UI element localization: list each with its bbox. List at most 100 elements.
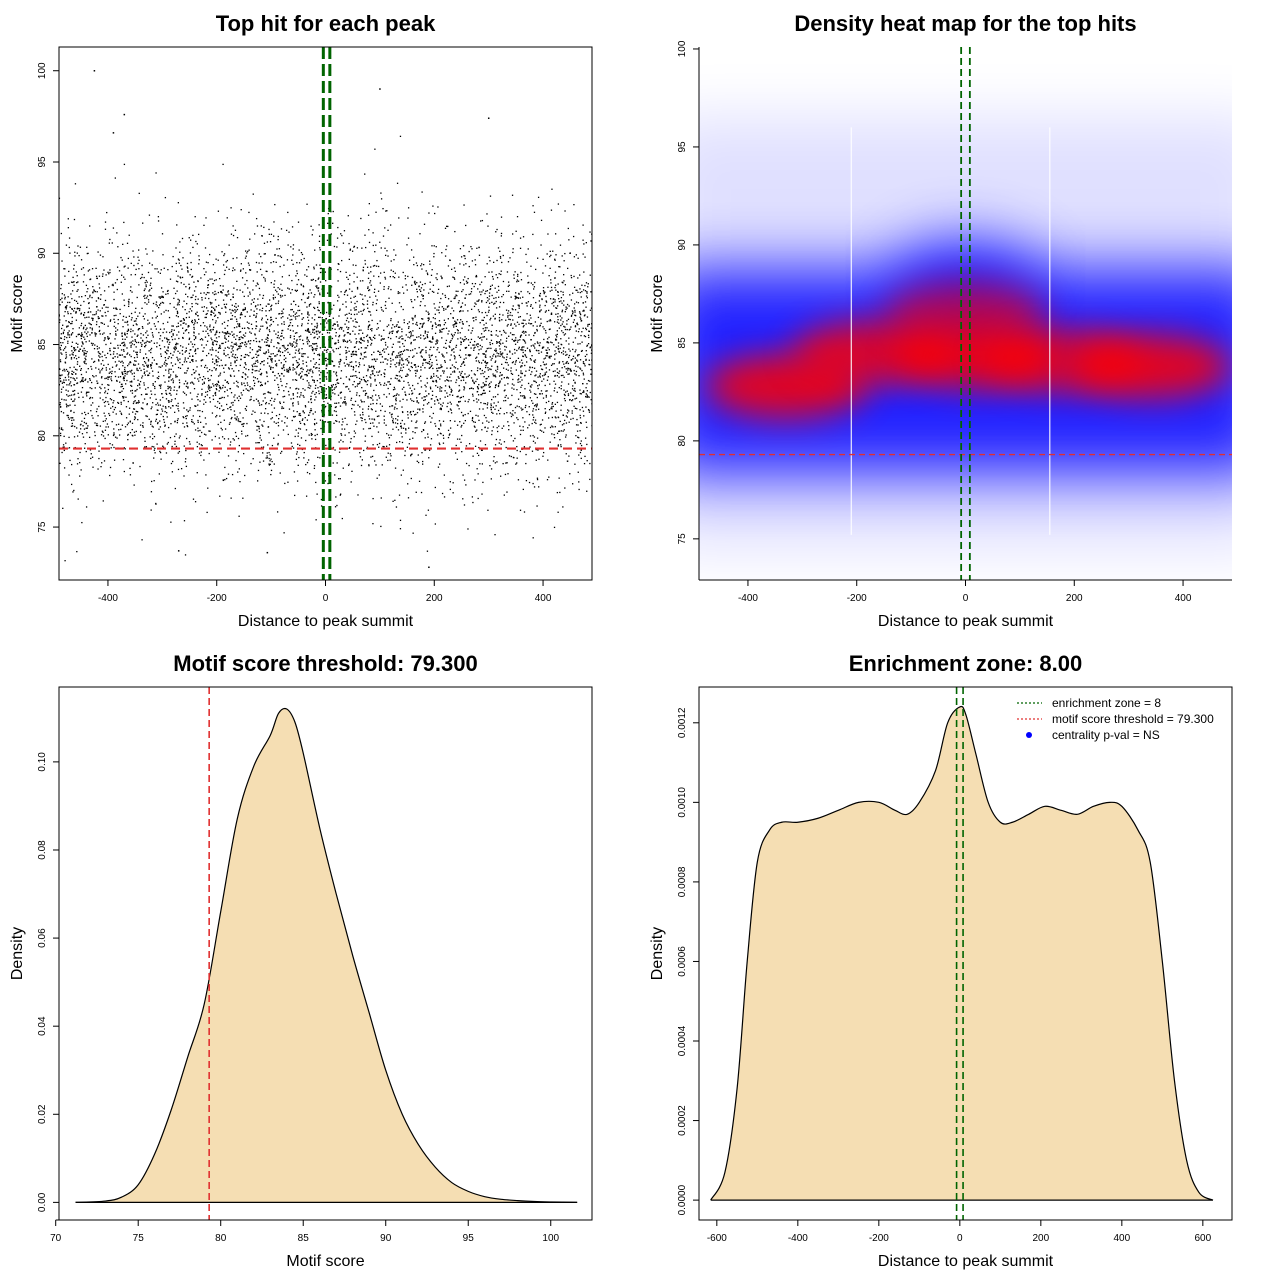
scatter-point	[428, 356, 431, 358]
scatter-point	[452, 371, 454, 373]
scatter-point	[252, 365, 254, 368]
scatter-point	[519, 315, 522, 318]
scatter-point	[507, 312, 509, 314]
scatter-point	[540, 423, 542, 425]
scatter-point	[467, 310, 469, 312]
scatter-point	[182, 327, 184, 329]
scatter-point	[439, 443, 441, 446]
scatter-point	[217, 400, 219, 403]
scatter-point	[150, 282, 152, 284]
scatter-point	[105, 369, 108, 371]
scatter-point	[273, 286, 275, 288]
scatter-point	[195, 370, 197, 372]
scatter-point	[416, 352, 418, 354]
scatter-point	[159, 387, 162, 389]
scatter-point	[259, 368, 262, 370]
scatter-point	[349, 390, 351, 393]
scatter-point	[306, 370, 308, 373]
scatter-point	[425, 351, 427, 354]
scatter-point	[236, 349, 238, 351]
scatter-point	[358, 366, 360, 368]
scatter-point	[81, 345, 83, 347]
scatter-point	[417, 402, 420, 404]
scatter-point	[578, 481, 580, 483]
scatter-point	[278, 413, 281, 416]
scatter-point	[565, 422, 568, 424]
scatter-point	[267, 426, 270, 428]
scatter-point	[395, 397, 397, 399]
scatter-point	[69, 366, 71, 369]
scatter-point	[585, 282, 588, 284]
scatter-point	[458, 354, 461, 357]
scatter-point	[177, 258, 180, 260]
scatter-point	[266, 327, 268, 330]
scatter-point	[386, 250, 388, 252]
scatter-point	[585, 328, 588, 331]
scatter-point	[175, 280, 178, 282]
scatter-point	[406, 364, 408, 366]
scatter-point	[401, 335, 403, 337]
scatter-point	[154, 385, 156, 388]
scatter-point	[423, 223, 426, 225]
scatter-point	[363, 336, 365, 339]
scatter-point	[132, 408, 135, 410]
scatter-point	[430, 406, 432, 408]
scatter-point	[482, 382, 484, 384]
scatter-point	[215, 279, 217, 281]
scatter-point	[249, 268, 251, 271]
scatter-point	[535, 381, 537, 384]
scatter-point	[164, 410, 166, 413]
scatter-point	[412, 410, 415, 413]
scatter-point	[509, 357, 511, 360]
scatter-point	[560, 445, 562, 448]
scatter-point	[134, 360, 136, 362]
scatter-point	[99, 254, 102, 256]
scatter-point	[483, 392, 485, 395]
scatter-point	[513, 334, 515, 336]
scatter-point	[489, 319, 491, 321]
scatter-point	[367, 328, 369, 330]
scatter-point	[554, 350, 556, 352]
scatter-point	[146, 297, 148, 299]
scatter-point	[205, 474, 207, 476]
scatter-point	[134, 333, 136, 335]
scatter-point	[426, 377, 428, 380]
scatter-point	[261, 361, 264, 363]
scatter-point	[528, 406, 530, 408]
scatter-point	[349, 249, 351, 251]
scatter-point	[299, 414, 302, 417]
scatter-point	[98, 457, 100, 460]
scatter-point	[577, 291, 579, 293]
scatter-point	[512, 251, 514, 254]
scatter-point	[315, 481, 317, 484]
scatter-point	[141, 377, 143, 379]
scatter-point	[327, 320, 329, 322]
scatter-point	[137, 262, 139, 265]
scatter-point	[73, 347, 76, 349]
scatter-point	[526, 411, 528, 413]
scatter-point	[249, 351, 251, 354]
scatter-point	[414, 339, 416, 341]
scatter-point	[261, 361, 263, 363]
scatter-point	[182, 416, 184, 418]
scatter-point	[104, 437, 106, 440]
scatter-point	[382, 338, 385, 340]
scatter-point	[478, 349, 480, 351]
scatter-point	[253, 363, 255, 365]
scatter-point	[215, 333, 217, 335]
scatter-point	[194, 216, 196, 218]
scatter-point	[123, 304, 126, 307]
scatter-point	[112, 405, 114, 408]
scatter-point	[237, 418, 240, 420]
scatter-point	[249, 315, 251, 317]
scatter-point	[403, 386, 405, 389]
scatter-point	[163, 311, 165, 313]
scatter-point	[521, 409, 523, 411]
scatter-point	[395, 366, 397, 368]
scatter-point	[108, 403, 110, 405]
scatter-point	[524, 396, 526, 398]
scatter-point	[321, 415, 324, 418]
scatter-point	[519, 297, 522, 299]
scatter-point	[317, 309, 319, 311]
scatter-point	[79, 369, 82, 371]
